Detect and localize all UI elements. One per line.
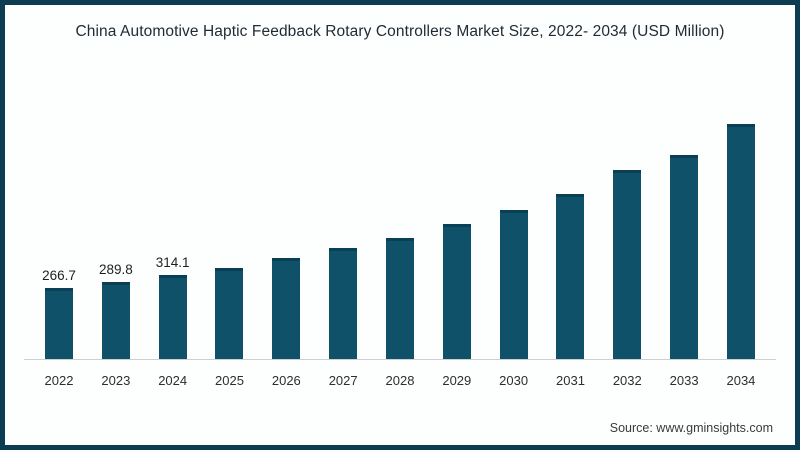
x-tick-label: 2033 [669,373,699,388]
bar-2030 [499,210,528,360]
x-tick-2023: 2023 [101,373,131,388]
bar-value-label-2022: 266.7 [42,268,76,283]
bar-column-2032 [613,170,642,360]
x-tick-2024: 2024 [158,373,188,388]
x-tick-2029: 2029 [442,373,472,388]
bar-column-2030 [499,210,528,360]
x-axis-tick-labels: 2022 2023 2024 2025 2026 2027 2028 2029 2030 2031… [44,373,756,388]
x-tick-2025: 2025 [215,373,244,388]
bar-column-2024: 314.1 [155,255,190,360]
bar-2025 [215,268,244,360]
bar-value-label-2024: 314.1 [155,255,190,270]
x-tick-label: 2024 [158,373,188,388]
bar-2024 [158,275,187,360]
x-tick-label: 2031 [556,373,585,388]
x-tick-label: 2022 [44,373,74,388]
x-tick-2030: 2030 [499,373,529,388]
x-tick-label: 2027 [328,373,358,388]
bar-2027 [329,248,358,360]
x-tick-label: 2032 [612,373,642,388]
bar-2022 [45,288,73,360]
bar-column-2022: 266.7 [42,268,76,360]
x-tick-2033: 2033 [669,373,699,388]
bar-2028 [385,238,414,360]
bar-column-2023: 289.8 [98,262,133,360]
x-tick-label: 2028 [385,373,415,388]
x-tick-2022: 2022 [44,373,74,388]
bar-column-2034 [726,124,755,360]
x-tick-label: 2023 [101,373,131,388]
x-tick-2031: 2031 [556,373,585,388]
bar-2032 [613,170,642,360]
x-tick-2034: 2034 [726,373,756,388]
x-tick-label: 2034 [726,373,756,388]
bar-2026 [272,258,301,360]
bar-2034 [726,124,755,360]
chart-title: China Automotive Haptic Feedback Rotary … [75,23,725,40]
bar-2029 [442,224,471,360]
source-attribution: Source: www.gminsights.com [609,421,773,435]
x-tick-label: 2025 [215,373,244,388]
bar-column-2025 [215,268,244,360]
x-axis-line [24,359,776,360]
bar-column-2031 [556,194,585,360]
bar-2031 [556,194,585,360]
x-tick-2032: 2032 [612,373,642,388]
bar-column-2026 [272,258,301,360]
x-tick-2026: 2026 [271,373,301,388]
x-tick-2028: 2028 [385,373,415,388]
x-tick-label: 2030 [499,373,529,388]
bar-column-2027 [329,248,358,360]
bars-container: 266.7 289.8 314.1 [42,124,755,360]
bar-column-2028 [385,238,414,360]
bar-column-2033 [670,155,699,360]
x-tick-label: 2029 [442,373,472,388]
bar-2033 [670,155,699,360]
bar-2023 [101,282,130,360]
x-tick-2027: 2027 [328,373,358,388]
bar-column-2029 [442,224,471,360]
bar-value-label-2023: 289.8 [98,262,133,277]
x-tick-label: 2026 [271,373,301,388]
bar-chart-plot-area: 266.7 289.8 314.1 2022 2023 2024 2025 2026 2027… [5,5,795,445]
